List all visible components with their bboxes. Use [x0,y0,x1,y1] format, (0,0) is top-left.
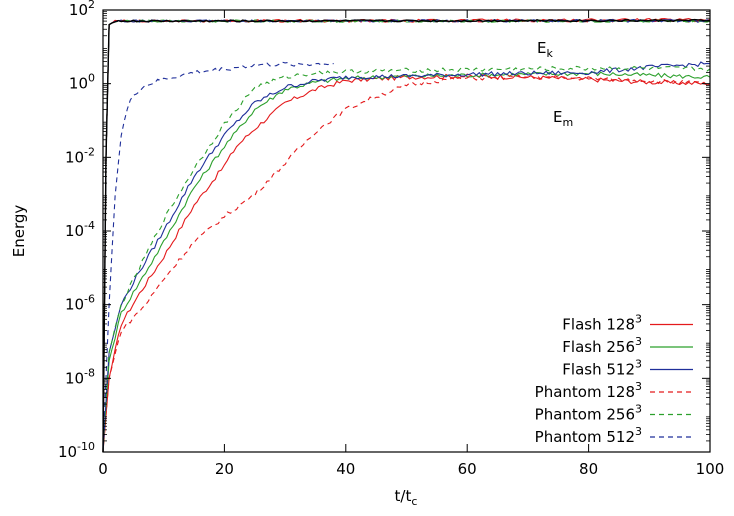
legend-label: Phantom 1283 [535,380,642,401]
y-tick-label: 10-4 [65,219,95,240]
y-tick-label: 10-8 [65,366,95,387]
x-tick-label: 80 [579,460,598,478]
legend-label: Phantom 2563 [535,403,642,424]
y-tick-label: 10-6 [65,293,95,314]
legend-label: Flash 2563 [562,335,642,356]
series-line-em-3 [102,61,711,453]
legend-label: Phantom 5123 [535,425,642,446]
legend-label: Flash 5123 [562,358,642,379]
y-tick-label: 102 [69,0,95,19]
x-axis-label: t/tc [395,487,418,508]
x-axis: 0 20 40 60 80 100 [98,10,724,478]
y-tick-label: 100 [69,72,95,93]
annotation-ek: Ek [537,39,553,60]
series-line-em-5 [102,65,711,453]
y-axis-label: Energy [10,205,28,258]
plot-series [102,18,711,453]
x-tick-label: 40 [336,460,355,478]
series-line-em-2 [102,71,711,453]
y-tick-label: 10-2 [65,145,95,166]
y-axis: 102 100 10-2 10-4 10-6 10-8 10-10 [58,0,710,461]
series-line-ek-overlay [102,18,711,453]
legend-label: Flash 1283 [562,313,642,334]
y-tick-label: 10-10 [58,440,95,461]
x-tick-label: 60 [458,460,477,478]
x-tick-label: 20 [215,460,234,478]
series-line-em-1 [102,73,711,453]
series-line-em-6 [102,61,334,453]
x-tick-label: 100 [696,460,725,478]
series-line-em-4 [102,74,711,453]
annotation-em: Em [553,108,573,129]
x-tick-label: 0 [98,460,108,478]
